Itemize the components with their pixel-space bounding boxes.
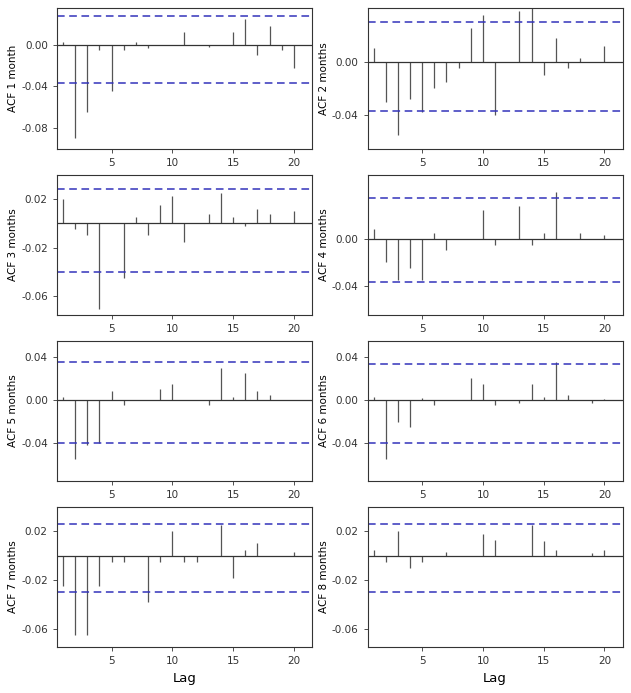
Y-axis label: ACF 1 month: ACF 1 month	[8, 45, 18, 112]
Y-axis label: ACF 4 months: ACF 4 months	[319, 208, 329, 281]
Y-axis label: ACF 2 months: ACF 2 months	[319, 42, 329, 115]
Y-axis label: ACF 3 months: ACF 3 months	[8, 208, 18, 281]
Y-axis label: ACF 5 months: ACF 5 months	[8, 374, 18, 447]
X-axis label: Lag: Lag	[172, 672, 196, 685]
Y-axis label: ACF 8 months: ACF 8 months	[319, 541, 329, 613]
Y-axis label: ACF 6 months: ACF 6 months	[319, 374, 329, 447]
Y-axis label: ACF 7 months: ACF 7 months	[8, 541, 18, 613]
X-axis label: Lag: Lag	[483, 672, 507, 685]
